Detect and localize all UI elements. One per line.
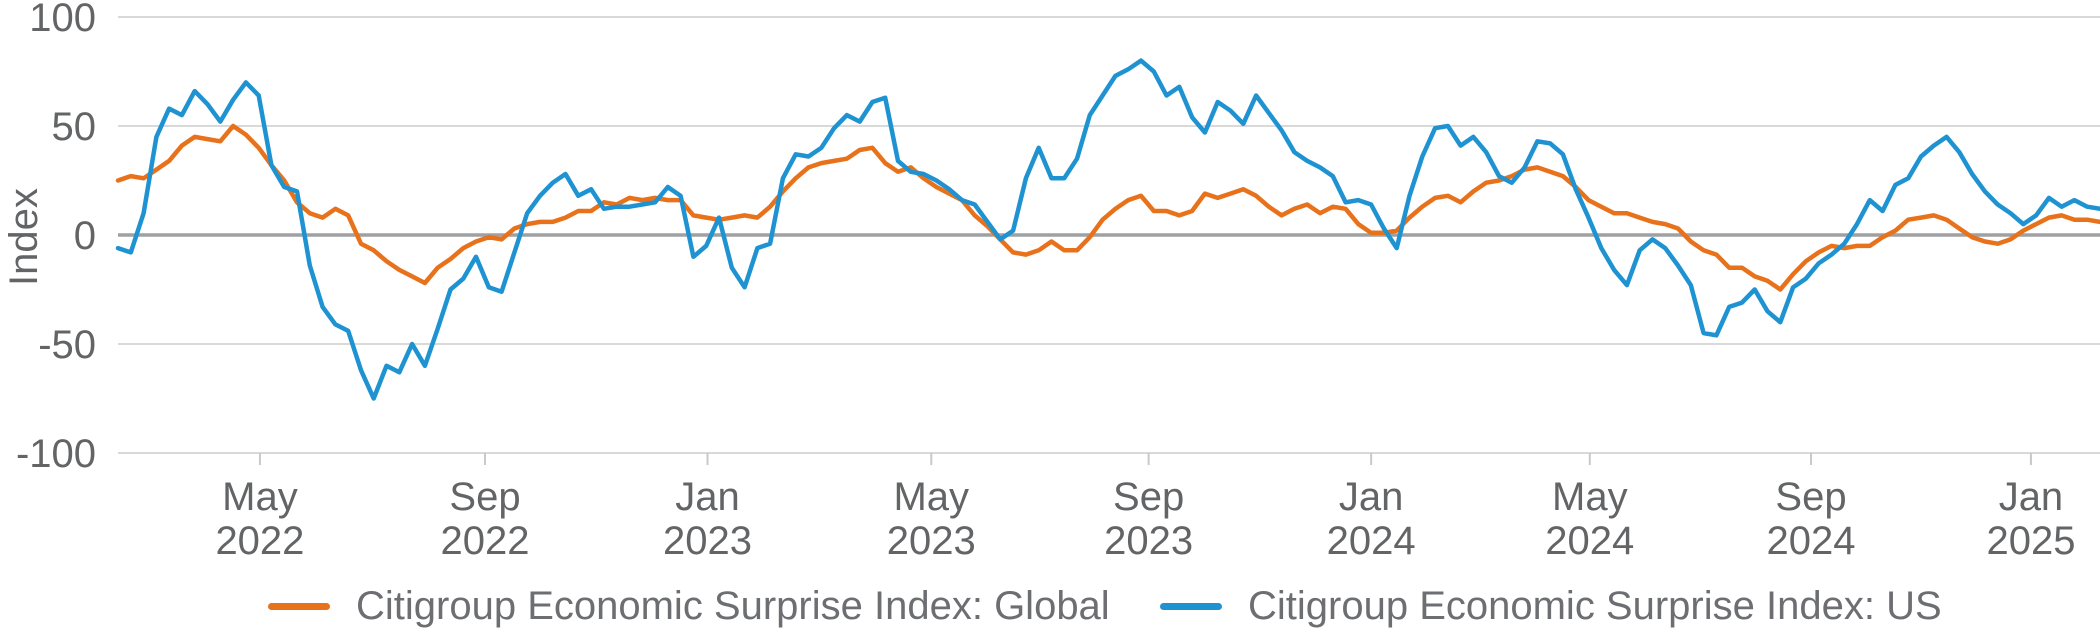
y-tick-label: 50 [52, 105, 97, 149]
legend-item-global: Citigroup Economic Surprise Index: Globa… [268, 582, 1110, 630]
x-tick-label: Sep 2023 [1104, 475, 1193, 563]
y-tick-label: -100 [16, 432, 96, 476]
y-tick-label: 0 [74, 214, 96, 258]
x-tick-label: Jan 2025 [1986, 475, 2075, 563]
x-tick-label: May 2022 [215, 475, 304, 563]
legend-swatch-us-icon [1160, 602, 1222, 610]
legend-label-us: Citigroup Economic Surprise Index: US [1248, 583, 1942, 628]
x-tick-label: Jan 2023 [663, 475, 752, 563]
y-axis-title: Index [2, 188, 46, 286]
legend-label-global: Citigroup Economic Surprise Index: Globa… [356, 583, 1110, 628]
x-tick-label: Sep 2022 [440, 475, 529, 563]
x-tick-label: Jan 2024 [1327, 475, 1416, 563]
series-line-us [115, 58, 2100, 401]
x-tick-label: Sep 2024 [1767, 475, 1856, 563]
y-tick-label: -50 [38, 323, 96, 367]
legend: Citigroup Economic Surprise Index: Globa… [0, 582, 2100, 630]
legend-swatch-global-icon [268, 602, 330, 610]
y-tick-label: 100 [29, 0, 96, 40]
legend-item-us: Citigroup Economic Surprise Index: US [1160, 582, 1942, 630]
x-tick-label: May 2023 [887, 475, 976, 563]
series-line-global [115, 123, 2100, 292]
x-tick-label: May 2024 [1545, 475, 1634, 563]
